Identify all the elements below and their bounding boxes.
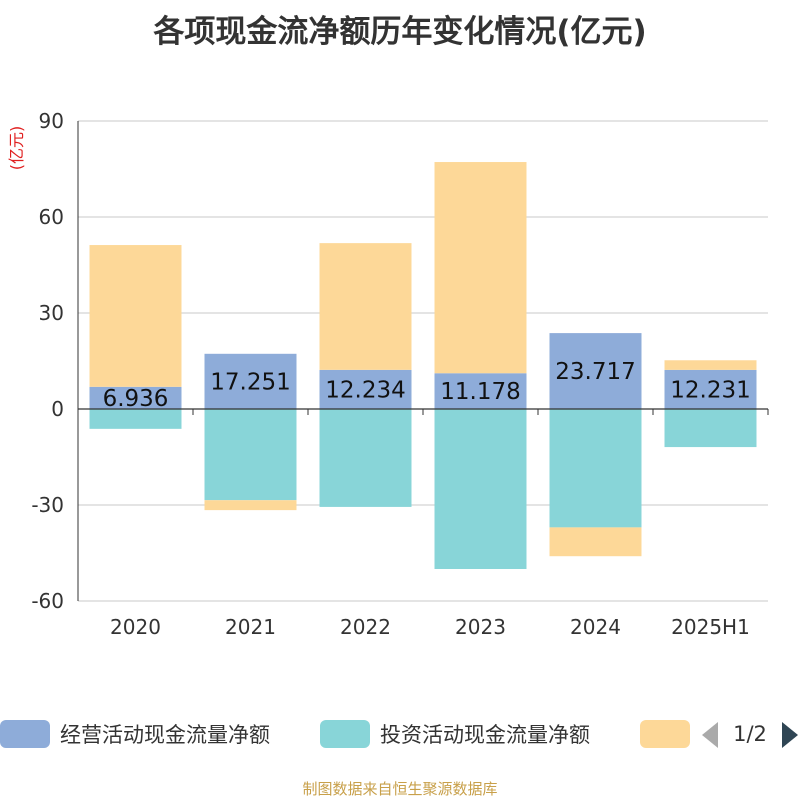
legend-next-icon bbox=[782, 722, 798, 748]
y-tick-label: 0 bbox=[51, 397, 64, 421]
axes: 90 60 30 0 -30 -60 (亿元) 2020 2021 2022 2023 2024 202… bbox=[7, 109, 769, 639]
bar-s1-2024 bbox=[549, 409, 642, 528]
chart-title: 各项现金流净额历年变化情况(亿元) bbox=[153, 14, 647, 50]
y-tick-label: -30 bbox=[31, 493, 64, 517]
legend-page-indicator: 1/2 bbox=[733, 722, 767, 746]
bar-s0-2020 bbox=[89, 386, 182, 409]
y-tick-label: 60 bbox=[39, 205, 64, 229]
bar-s1-2022 bbox=[319, 409, 412, 507]
data-label: 12.231 bbox=[670, 377, 750, 403]
bars bbox=[89, 162, 757, 569]
bar-s1-2025H1 bbox=[664, 409, 757, 448]
y-tick-label: 90 bbox=[39, 109, 64, 133]
x-tick-label: 2023 bbox=[455, 615, 506, 639]
x-tick-label: 2021 bbox=[225, 615, 276, 639]
data-label: 17.251 bbox=[210, 369, 290, 395]
legend-swatch bbox=[640, 720, 690, 748]
y-tick-label: -60 bbox=[31, 589, 64, 613]
x-tick-label: 2022 bbox=[340, 615, 391, 639]
bar-s2-2022 bbox=[319, 243, 412, 370]
y-tick-label: 30 bbox=[39, 301, 64, 325]
data-label: 6.936 bbox=[103, 386, 169, 412]
bar-s0-2024 bbox=[549, 333, 642, 409]
bar-s2-2024 bbox=[549, 527, 642, 557]
data-source-note: 制图数据来自恒生聚源数据库 bbox=[302, 780, 498, 798]
bar-s1-2023 bbox=[434, 409, 527, 569]
bar-s0-2022 bbox=[319, 369, 412, 409]
legend-swatch bbox=[0, 720, 50, 748]
bar-s1-2021 bbox=[204, 409, 297, 501]
bar-s0-2023 bbox=[434, 373, 527, 409]
x-tick-label: 2024 bbox=[570, 615, 621, 639]
x-tick-label: 2020 bbox=[110, 615, 161, 639]
legend-label: 投资活动现金流量净额 bbox=[380, 723, 590, 747]
legend-prev-icon bbox=[702, 722, 718, 748]
bar-s0-2021 bbox=[204, 353, 297, 409]
x-tick-label: 2025H1 bbox=[671, 615, 750, 639]
bar-s0-2025H1 bbox=[664, 369, 757, 409]
data-label: 12.234 bbox=[325, 377, 405, 403]
data-label: 23.717 bbox=[555, 359, 635, 385]
legend: 经营活动现金流量净额 投资活动现金流量净额 1/2 bbox=[0, 720, 798, 748]
legend-label: 经营活动现金流量净额 bbox=[60, 723, 270, 747]
legend-swatch bbox=[320, 720, 370, 748]
y-axis-title: (亿元) bbox=[7, 126, 26, 171]
bar-s2-2021 bbox=[204, 500, 297, 511]
data-labels: 6.936 17.251 12.234 11.178 23.717 12.231 bbox=[103, 359, 751, 412]
bar-s2-2025H1 bbox=[664, 360, 757, 370]
data-label: 11.178 bbox=[440, 379, 520, 405]
bar-s1-2020 bbox=[89, 409, 182, 429]
bar-s2-2023 bbox=[434, 162, 527, 374]
bar-s2-2020 bbox=[89, 245, 182, 387]
